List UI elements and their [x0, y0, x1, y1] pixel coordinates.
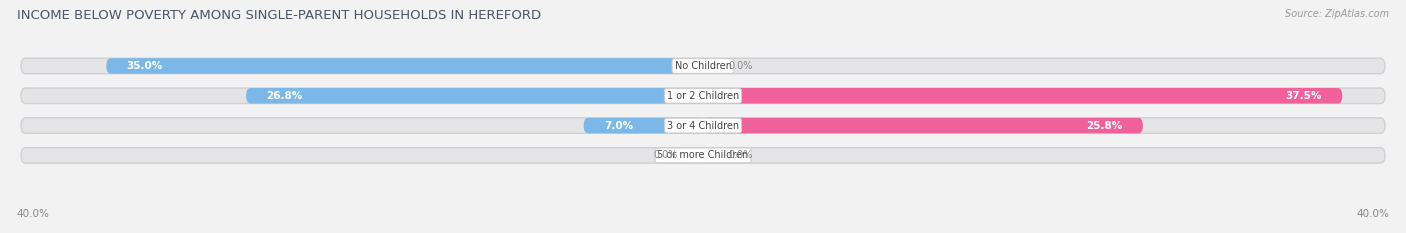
FancyBboxPatch shape [21, 88, 1385, 103]
Text: 0.0%: 0.0% [652, 150, 678, 160]
FancyBboxPatch shape [703, 88, 1343, 103]
Text: 7.0%: 7.0% [605, 120, 633, 130]
Text: 0.0%: 0.0% [728, 61, 754, 71]
FancyBboxPatch shape [246, 88, 703, 103]
Text: 25.8%: 25.8% [1085, 120, 1122, 130]
FancyBboxPatch shape [703, 148, 717, 163]
Text: 5 or more Children: 5 or more Children [658, 150, 748, 160]
Text: Source: ZipAtlas.com: Source: ZipAtlas.com [1285, 9, 1389, 19]
FancyBboxPatch shape [703, 58, 717, 74]
Text: 35.0%: 35.0% [127, 61, 163, 71]
Text: 40.0%: 40.0% [1357, 209, 1389, 219]
Text: INCOME BELOW POVERTY AMONG SINGLE-PARENT HOUSEHOLDS IN HEREFORD: INCOME BELOW POVERTY AMONG SINGLE-PARENT… [17, 9, 541, 22]
Text: 40.0%: 40.0% [17, 209, 49, 219]
FancyBboxPatch shape [21, 118, 1385, 133]
FancyBboxPatch shape [21, 58, 1385, 74]
FancyBboxPatch shape [21, 148, 1385, 163]
FancyBboxPatch shape [583, 118, 703, 133]
FancyBboxPatch shape [689, 148, 703, 163]
Text: 37.5%: 37.5% [1285, 91, 1322, 101]
Text: 0.0%: 0.0% [728, 150, 754, 160]
FancyBboxPatch shape [703, 118, 1143, 133]
Text: 1 or 2 Children: 1 or 2 Children [666, 91, 740, 101]
FancyBboxPatch shape [107, 58, 703, 74]
Text: No Children: No Children [675, 61, 731, 71]
Legend: Single Father, Single Mother: Single Father, Single Mother [599, 232, 807, 233]
Text: 26.8%: 26.8% [267, 91, 302, 101]
Text: 3 or 4 Children: 3 or 4 Children [666, 120, 740, 130]
